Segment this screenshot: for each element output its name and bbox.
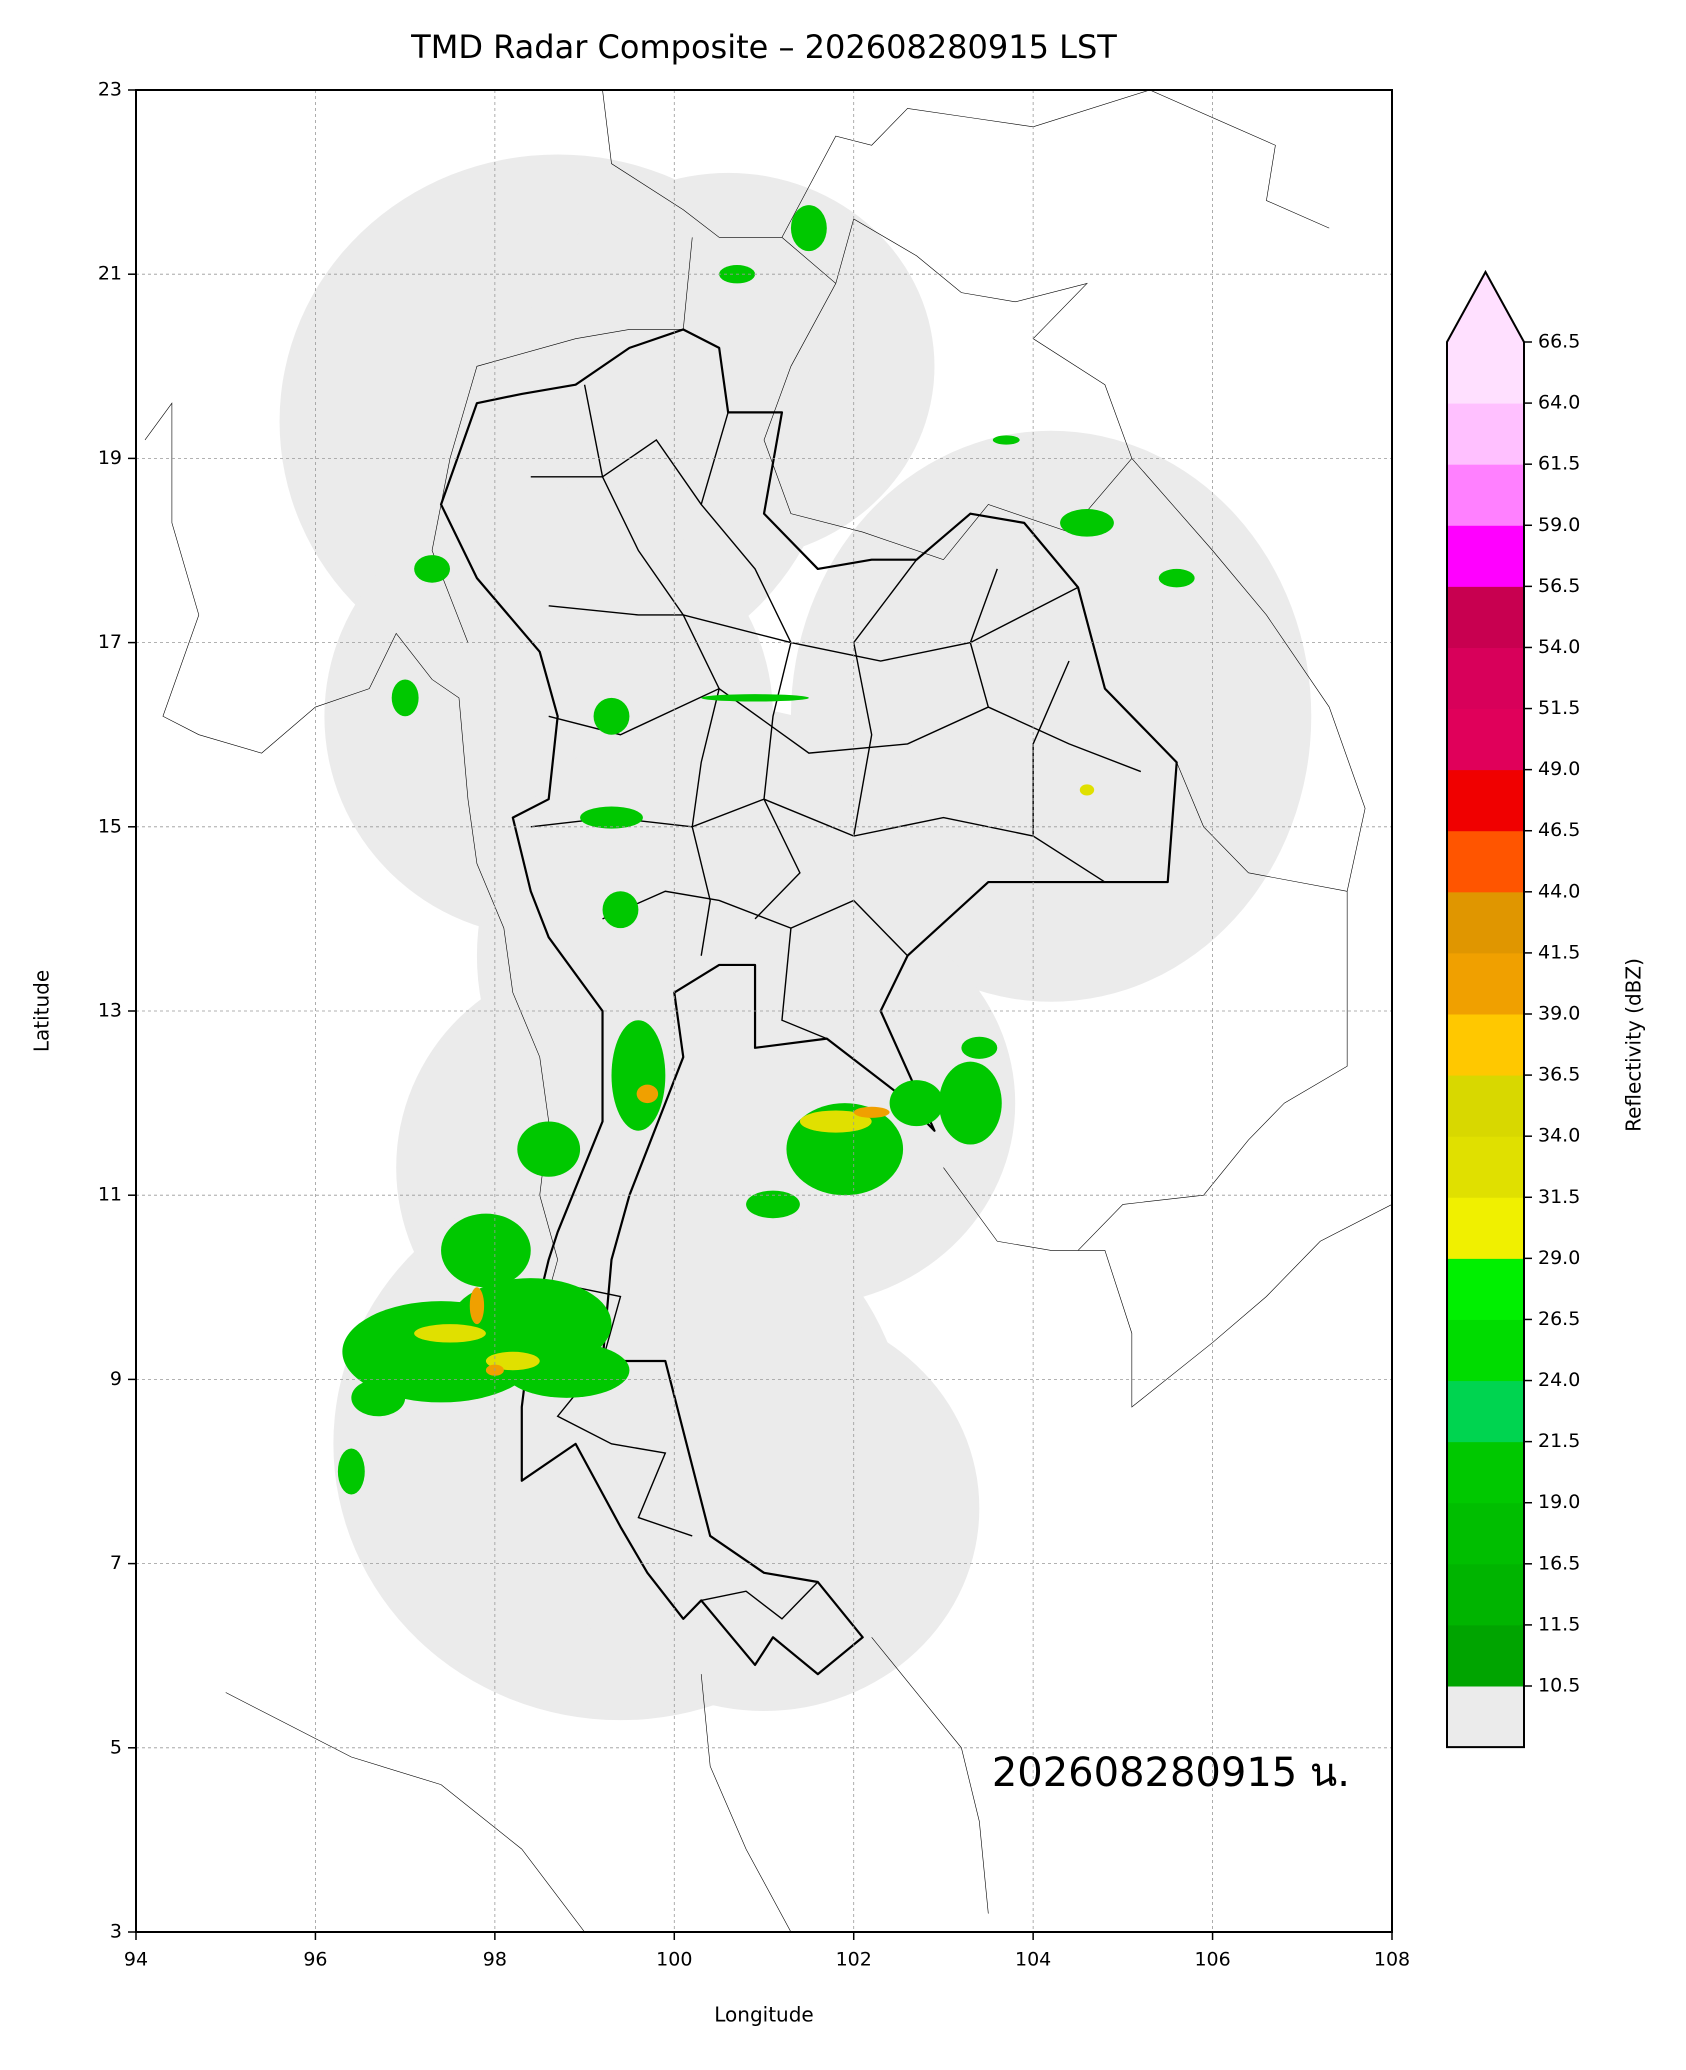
y-tick-label: 7	[110, 1552, 122, 1574]
y-tick-label: 23	[98, 79, 122, 101]
colorbar-tick-label: 29.0	[1538, 1247, 1580, 1269]
y-tick-label: 9	[110, 1368, 122, 1390]
colorbar-tick-label: 36.5	[1538, 1064, 1580, 1086]
colorbar-band	[1447, 952, 1524, 1015]
colorbar-tick-label: 34.0	[1538, 1125, 1580, 1147]
colorbar-tick-label: 56.5	[1538, 575, 1580, 597]
colorbar-band	[1447, 1319, 1524, 1382]
colorbar-band	[1447, 525, 1524, 587]
colorbar-band	[1447, 708, 1524, 771]
colorbar-tick-label: 59.0	[1538, 514, 1580, 536]
colorbar-band	[1447, 647, 1524, 710]
colorbar-tick-label: 41.5	[1538, 941, 1580, 963]
colorbar-band	[1447, 769, 1524, 832]
colorbar-tick-label: 26.5	[1538, 1308, 1580, 1330]
colorbar-band	[1447, 1563, 1524, 1626]
y-tick-label: 19	[98, 447, 122, 469]
y-axis-label: Latitude	[30, 970, 54, 1052]
y-tick-label: 15	[98, 815, 122, 837]
colorbar-tick-label: 46.5	[1538, 819, 1580, 841]
thailand-border	[441, 329, 1177, 1674]
colorbar-tick-label: 31.5	[1538, 1186, 1580, 1208]
x-tick-label: 108	[1374, 1949, 1410, 1971]
colorbar-band	[1447, 1502, 1524, 1565]
colorbar-band	[1447, 464, 1524, 526]
colorbar-band	[1447, 342, 1524, 404]
map-layer	[145, 90, 1392, 1932]
colorbar-tick-label: 21.5	[1538, 1430, 1580, 1452]
colorbar-band	[1447, 830, 1524, 893]
colorbar-outline	[1446, 269, 1525, 1749]
colorbar-band	[1447, 1441, 1524, 1504]
radar-coverage	[279, 154, 1312, 1721]
country-borders	[432, 90, 1365, 1250]
x-tick-label: 102	[836, 1949, 872, 1971]
colorbar-band	[1447, 891, 1524, 954]
colorbar-under	[1447, 1686, 1524, 1748]
y-tick-label: 11	[98, 1184, 122, 1206]
colorbar-tick-label: 49.0	[1538, 758, 1580, 780]
colorbar-tick-label: 24.0	[1538, 1369, 1580, 1391]
colorbar-label: Reflectivity (dBZ)	[1622, 958, 1646, 1132]
colorbar-tick-label: 39.0	[1538, 1003, 1580, 1025]
colorbar-band	[1447, 1197, 1524, 1259]
colorbar-tick-label: 64.0	[1538, 392, 1580, 414]
colorbar-tick-label: 51.5	[1538, 697, 1580, 719]
x-tick-label: 96	[303, 1949, 327, 1971]
y-tick-label: 21	[98, 263, 122, 285]
timestamp-annotation: 202608280915 น.	[992, 1750, 1350, 1796]
colorbar-band	[1447, 1075, 1524, 1137]
x-tick-label: 94	[124, 1949, 148, 1971]
colorbar-tick-label: 44.0	[1538, 880, 1580, 902]
radar-echoes	[337, 205, 1195, 1495]
x-tick-label: 104	[1015, 1949, 1051, 1971]
coastlines	[145, 403, 1392, 1932]
x-tick-label: 100	[656, 1949, 692, 1971]
colorbar-tick-label: 66.5	[1538, 331, 1580, 353]
x-tick-label: 106	[1194, 1949, 1230, 1971]
colorbar-tick-label: 19.0	[1538, 1491, 1580, 1513]
y-tick-label: 17	[98, 631, 122, 653]
map-geometry	[145, 90, 1392, 1932]
colorbar-band	[1447, 403, 1524, 465]
colorbar-tick-label: 11.5	[1538, 1613, 1580, 1635]
colorbar-tick-label: 16.5	[1538, 1552, 1580, 1574]
colorbar-tick-label: 10.5	[1538, 1675, 1580, 1697]
colorbar-over	[1447, 272, 1524, 342]
colorbar-band	[1447, 1014, 1524, 1076]
colorbar-tick-label: 61.5	[1538, 453, 1580, 475]
x-tick-label: 98	[483, 1949, 507, 1971]
y-tick-label: 13	[98, 1000, 122, 1022]
colorbar-band	[1447, 1624, 1524, 1687]
y-tick-label: 3	[110, 1921, 122, 1943]
colorbar-band	[1447, 586, 1524, 648]
colorbar-band	[1447, 1258, 1524, 1320]
x-axis-label: Longitude	[714, 2003, 813, 2027]
plot-frame	[135, 89, 1393, 1933]
colorbar-band	[1447, 1380, 1524, 1443]
colorbar-band	[1447, 1136, 1524, 1198]
chart-title: TMD Radar Composite – 202608280915 LST	[410, 28, 1117, 66]
y-tick-label: 5	[110, 1736, 122, 1758]
colorbar-tick-label: 54.0	[1538, 636, 1580, 658]
